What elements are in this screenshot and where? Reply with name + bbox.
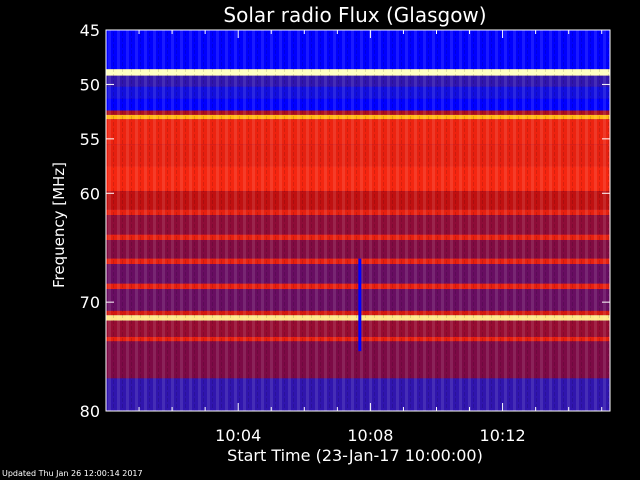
y-axis-label: Frequency [MHz] <box>50 162 68 288</box>
y-tick-label: 60 <box>80 184 100 203</box>
plot-border <box>105 29 611 412</box>
y-tick-label: 50 <box>80 75 100 94</box>
x-axis: 10:04 10:08 10:12 <box>105 30 603 445</box>
y-tick-label: 55 <box>80 130 100 149</box>
x-tick-label: 10:08 <box>347 426 393 445</box>
plot-area <box>106 30 610 411</box>
y-tick-label: 45 <box>80 21 100 40</box>
x-tick-label: 10:12 <box>480 426 526 445</box>
y-axis: 45 50 55 60 70 80 <box>80 21 610 421</box>
texture-overlay <box>106 30 610 411</box>
updated-timestamp: Updated Thu Jan 26 12:00:14 2017 <box>2 469 143 478</box>
x-axis-label: Start Time (23-Jan-17 10:00:00) <box>227 446 483 465</box>
chart-title: Solar radio Flux (Glasgow) <box>223 3 486 27</box>
y-tick-label: 70 <box>80 293 100 312</box>
y-tick-label: 80 <box>80 402 100 421</box>
x-tick-label: 10:04 <box>215 426 261 445</box>
burst-event <box>358 258 362 352</box>
